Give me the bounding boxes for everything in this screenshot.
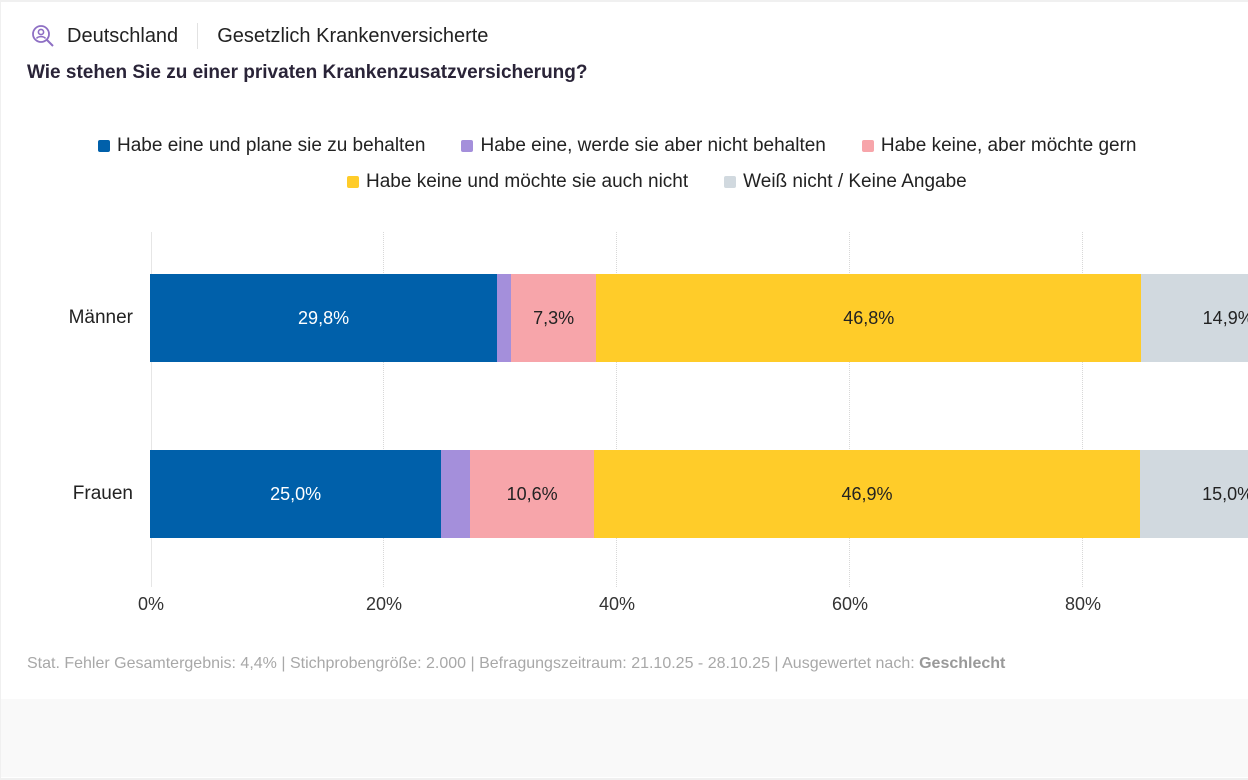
category-label: Männer xyxy=(68,307,133,328)
country-label: Deutschland xyxy=(67,24,179,47)
bar-segment: 10,6% xyxy=(470,450,594,538)
bar-segment: 15,0% xyxy=(1140,450,1248,538)
bar-segment: 7,3% xyxy=(511,274,597,362)
bar-segment: 46,8% xyxy=(596,274,1142,362)
divider xyxy=(197,23,199,49)
bar-segment: 14,9% xyxy=(1141,274,1248,362)
legend-item[interactable]: Habe keine, aber möchte gern xyxy=(861,135,1137,157)
gridline xyxy=(1082,232,1083,587)
axis-line xyxy=(151,232,152,587)
category-label: Frauen xyxy=(72,483,133,504)
bar-segment xyxy=(441,450,471,538)
bar-segment: 29,8% xyxy=(150,274,498,362)
legend-row-2: Habe keine und möchte sie auch nicht Wei… xyxy=(347,171,1003,193)
footer-text: Stat. Fehler Gesamtergebnis: 4,4% | Stic… xyxy=(27,655,920,672)
legend-label: Habe keine und möchte sie auch nicht xyxy=(366,171,689,192)
footer-grouping: Geschlecht xyxy=(919,655,1006,672)
bar-segment: 46,9% xyxy=(593,450,1141,538)
legend-swatch xyxy=(724,176,737,188)
tick-label: 20% xyxy=(365,594,403,614)
gridline xyxy=(849,232,850,587)
legend-label: Weiß nicht / Keine Angabe xyxy=(743,171,967,192)
legend-label: Habe keine, aber möchte gern xyxy=(880,135,1137,156)
legend-swatch xyxy=(461,140,474,152)
bar-segment xyxy=(497,274,512,362)
footer-note: Stat. Fehler Gesamtergebnis: 4,4% | Stic… xyxy=(27,655,1005,673)
population-label: Gesetzlich Krankenversicherte xyxy=(217,24,489,47)
tick-label: 40% xyxy=(598,594,636,614)
bar-segment: 25,0% xyxy=(150,450,442,538)
gridline xyxy=(616,232,617,587)
person-search-icon xyxy=(32,25,54,47)
legend-label: Habe eine, werde sie aber nicht behalten xyxy=(480,135,826,156)
question-title: Wie stehen Sie zu einer privaten Kranken… xyxy=(27,62,588,83)
legend-label: Habe eine und plane sie zu behalten xyxy=(117,135,426,156)
tick-label: 0% xyxy=(137,594,165,614)
legend-swatch xyxy=(98,140,110,152)
legend-item[interactable]: Habe eine und plane sie zu behalten xyxy=(98,135,425,157)
legend-row-1: Habe eine und plane sie zu behalten Habe… xyxy=(98,135,1172,157)
bottom-panel xyxy=(1,699,1248,777)
tick-label: 80% xyxy=(1064,594,1102,614)
legend-item[interactable]: Weiß nicht / Keine Angabe xyxy=(724,171,967,193)
legend-swatch xyxy=(861,140,874,152)
legend-item[interactable]: Habe keine und möchte sie auch nicht xyxy=(347,171,688,193)
legend-swatch xyxy=(347,176,359,188)
gridline xyxy=(383,232,384,587)
tick-label: 60% xyxy=(831,594,869,614)
legend-item[interactable]: Habe eine, werde sie aber nicht behalten xyxy=(461,135,826,157)
chart-header: Deutschland Gesetzlich Krankenversichert… xyxy=(31,23,488,49)
